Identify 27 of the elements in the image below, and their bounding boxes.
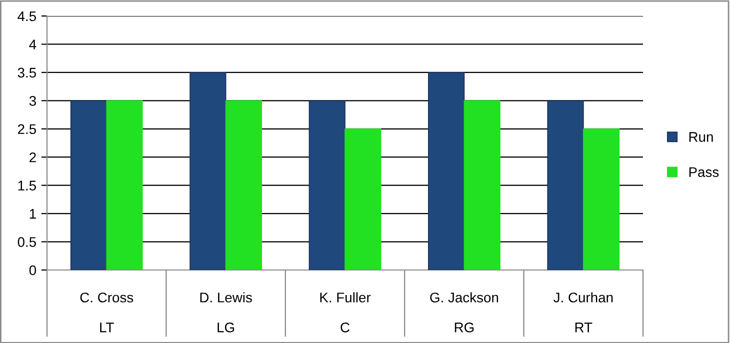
- category-label: D. Lewis LG: [200, 292, 252, 332]
- bar: [190, 72, 226, 270]
- y-tick-label: 0.5: [18, 237, 36, 247]
- category-label: G. Jackson RG: [430, 292, 498, 332]
- bar: [70, 100, 108, 270]
- y-tick-label: 1.5: [18, 180, 36, 191]
- y-tick-label: 1: [30, 209, 36, 219]
- bar: [547, 100, 584, 270]
- legend-label: Pass: [689, 167, 719, 178]
- y-tick-label: 2.5: [18, 124, 36, 134]
- y-tick-label: 4: [29, 40, 36, 50]
- legend-label: Run: [689, 132, 713, 142]
- bar: [428, 72, 465, 270]
- bar: [344, 128, 382, 270]
- bar: [106, 100, 143, 270]
- bar: [582, 128, 620, 270]
- bar: [308, 100, 346, 270]
- category-label: C. Cross LT: [80, 292, 134, 332]
- bar: [464, 100, 500, 270]
- y-tick-label: 0: [29, 265, 36, 276]
- category-label: J. Curhan RT: [554, 292, 613, 332]
- bar: [225, 100, 262, 270]
- y-tick-label: 2: [30, 152, 36, 162]
- y-tick-label: 3.5: [18, 68, 36, 78]
- y-tick-label: 4.5: [18, 11, 36, 22]
- y-tick-label: 3: [29, 96, 36, 106]
- category-label: K. Fuller C: [320, 292, 371, 332]
